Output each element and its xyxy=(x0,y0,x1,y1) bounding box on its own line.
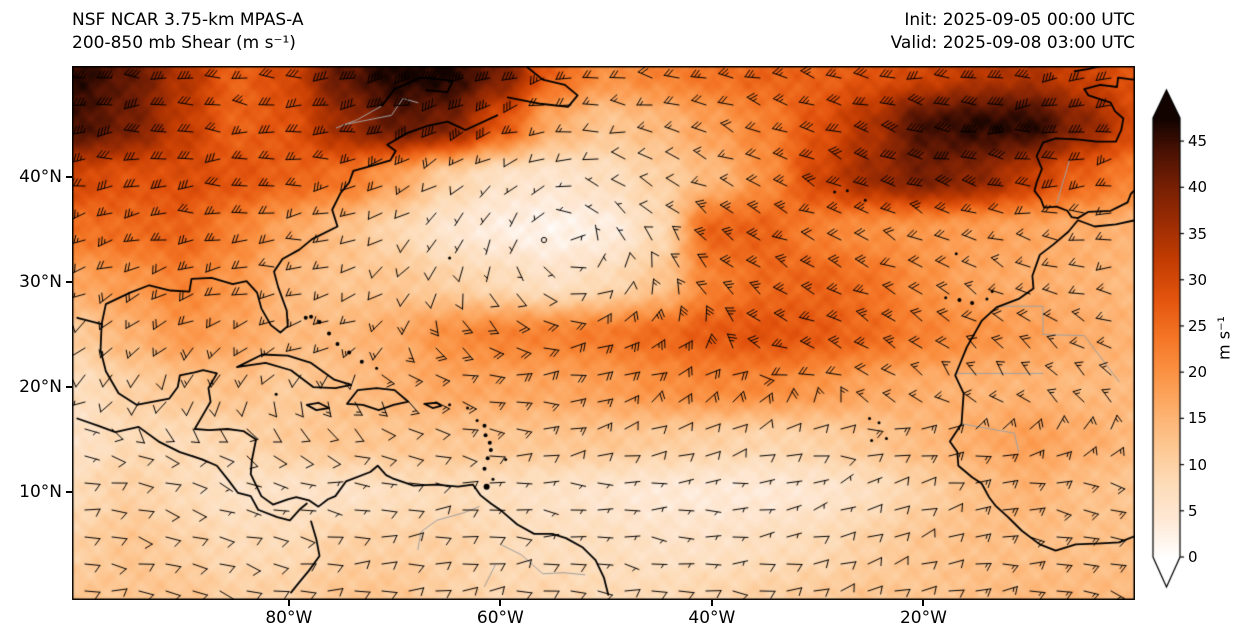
y-tick-label: 10°N xyxy=(19,481,62,502)
x-tick-label: 80°W xyxy=(265,608,313,628)
colorbar-tick-label: 30 xyxy=(1188,270,1208,289)
colorbar-tick-label: 40 xyxy=(1188,178,1208,197)
x-tick-mark xyxy=(287,600,290,606)
x-tick-mark xyxy=(922,600,925,606)
colorbar-tick-label: 45 xyxy=(1188,132,1208,151)
colorbar-tick-label: 15 xyxy=(1188,409,1208,428)
colorbar-tick-label: 10 xyxy=(1188,455,1208,474)
plot-title-line1: NSF NCAR 3.75-km MPAS-A xyxy=(72,10,304,30)
colorbar-tick-label: 25 xyxy=(1188,316,1208,335)
colorbar-unit-label: m s⁻¹ xyxy=(1214,316,1234,360)
plot-title-line2: 200-850 mb Shear (m s⁻¹) xyxy=(72,33,296,53)
y-tick-mark xyxy=(66,386,72,389)
y-tick-mark xyxy=(66,490,72,493)
x-tick-label: 60°W xyxy=(476,608,524,628)
init-time-label: Init: 2025-09-05 00:00 UTC xyxy=(904,10,1135,30)
y-tick-label: 30°N xyxy=(19,272,62,293)
run-info: Init: 2025-09-05 00:00 UTC Valid: 2025-0… xyxy=(891,9,1135,55)
plot-title: NSF NCAR 3.75-km MPAS-A 200-850 mb Shear… xyxy=(72,9,304,55)
shear-map-canvas xyxy=(72,66,1135,600)
x-tick-label: 40°W xyxy=(688,608,736,628)
y-tick-mark xyxy=(66,281,72,284)
colorbar-tick-label: 35 xyxy=(1188,224,1208,243)
y-tick-label: 40°N xyxy=(19,167,62,188)
colorbar-canvas xyxy=(1150,88,1190,590)
x-tick-mark xyxy=(710,600,713,606)
y-tick-label: 20°N xyxy=(19,377,62,398)
colorbar-tick-label: 20 xyxy=(1188,363,1208,382)
y-tick-mark xyxy=(66,176,72,179)
x-tick-label: 20°W xyxy=(899,608,947,628)
x-tick-mark xyxy=(499,600,502,606)
valid-time-label: Valid: 2025-09-08 03:00 UTC xyxy=(890,33,1135,53)
colorbar-tick-label: 5 xyxy=(1188,501,1198,520)
colorbar-tick-label: 0 xyxy=(1188,548,1198,566)
map-area xyxy=(72,66,1135,600)
